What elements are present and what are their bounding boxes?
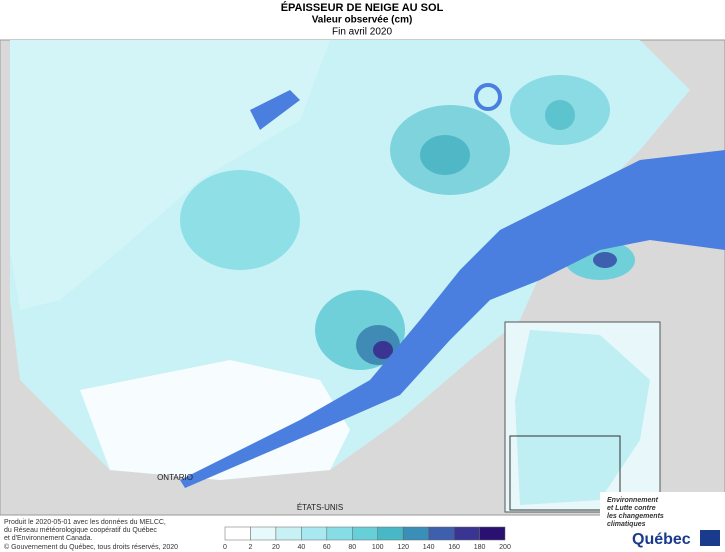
st-lawrence xyxy=(180,150,725,488)
legend-tick-label: 140 xyxy=(423,544,435,551)
title: ÉPAISSEUR DE NEIGE AU SOL xyxy=(281,1,444,14)
logo-name: Québec xyxy=(632,531,691,548)
low-snow xyxy=(80,360,350,480)
map-label: ÉTATS-UNIS xyxy=(297,503,343,512)
contour xyxy=(420,135,470,175)
legend-swatch xyxy=(275,526,302,541)
legend-swatch xyxy=(301,526,328,541)
legend-tick-label: 180 xyxy=(474,544,486,551)
contour xyxy=(593,252,617,268)
legend: 0 2 20 40 60 80 100 120 140 160 180 200 xyxy=(223,526,511,551)
legend-swatch xyxy=(352,526,378,541)
inset-extent xyxy=(509,435,621,511)
logo-ministry: et Lutte contre xyxy=(607,505,656,512)
legend-swatch xyxy=(428,526,455,541)
logo-flag xyxy=(700,530,720,546)
legend-swatch xyxy=(224,526,251,541)
logo-ministry: climatiques xyxy=(607,521,646,528)
credit-line: du Réseau météorologique coopératif du Q… xyxy=(4,527,157,534)
legend-tick-label: 160 xyxy=(448,544,460,551)
legend-tick-label: 0 xyxy=(223,544,227,551)
legend-tick-label: 40 xyxy=(297,544,305,551)
logo-ministry: Environnement xyxy=(607,497,659,504)
legend-tick-label: 2 xyxy=(249,544,253,551)
legend-swatch xyxy=(479,526,506,541)
credit-line: Produit le 2020-05-01 avec les données d… xyxy=(4,519,166,526)
map: ONTARIO ÉTATS-UNIS xyxy=(0,39,725,516)
contour xyxy=(545,100,575,130)
lake xyxy=(250,90,300,130)
logo-ministry: les changements xyxy=(607,513,664,520)
credits: Produit le 2020-05-01 avec les données d… xyxy=(4,519,178,551)
legend-swatch xyxy=(453,526,480,541)
contour xyxy=(373,341,393,359)
credit-line: et d'Environnement Canada. xyxy=(4,535,93,542)
contour xyxy=(180,170,300,270)
ontario xyxy=(10,400,120,500)
map-label: ONTARIO xyxy=(157,473,193,482)
legend-swatch xyxy=(377,526,404,541)
date: Fin avril 2020 xyxy=(332,27,392,38)
legend-tick-label: 100 xyxy=(372,544,384,551)
inset-quebec xyxy=(515,330,650,505)
legend-tick-label: 60 xyxy=(323,544,331,551)
legend-tick-label: 80 xyxy=(348,544,356,551)
credit-line: © Gouvernement du Québec, tous droits ré… xyxy=(4,543,178,551)
legend-swatch xyxy=(402,526,429,541)
manicouagan xyxy=(474,83,502,111)
subtitle: Valeur observée (cm) xyxy=(312,15,413,26)
legend-tick-label: 200 xyxy=(499,544,511,551)
legend-swatch xyxy=(250,526,277,541)
legend-tick-label: 120 xyxy=(397,544,409,551)
legend-tick-label: 20 xyxy=(272,544,280,551)
region-north-west xyxy=(10,40,330,310)
legend-swatch xyxy=(326,526,353,541)
